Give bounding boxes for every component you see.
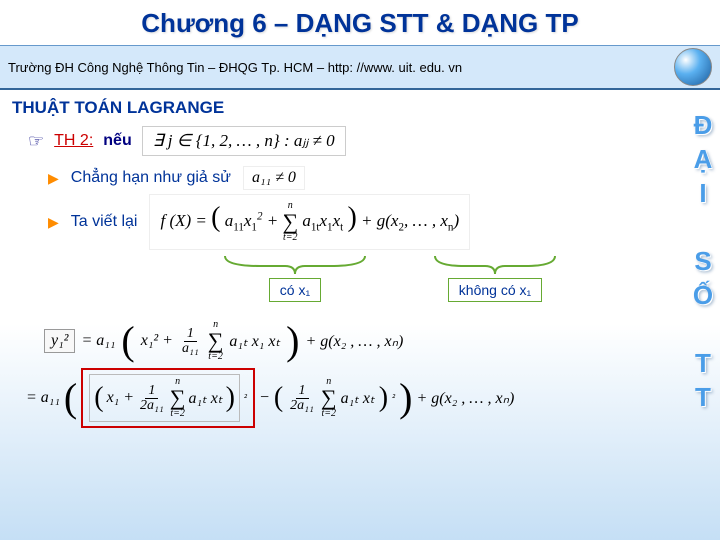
bullet-1: ▶ Chẳng hạn như giả sử a₁₁ ≠ 0 [48, 166, 700, 190]
triangle-icon: ▶ [48, 214, 59, 231]
bullet-1-text: Chẳng hạn như giả sử [71, 169, 231, 187]
brace-left-svg [220, 254, 370, 276]
paren-open: ( [211, 202, 220, 233]
eq3-tail: + g(x₂ , … , xₙ) [416, 388, 514, 408]
eq2-inner2: a₁ₜ x₁ xₜ [229, 331, 280, 351]
side-vertical-text: ĐẠI SỐ TT [687, 110, 718, 416]
case-word: nếu [103, 132, 131, 150]
bullet-2-text: Ta viết lại [71, 213, 138, 231]
bullet-list: ▶ Chẳng hạn như giả sử a₁₁ ≠ 0 ▶ Ta viết… [48, 166, 700, 250]
content-area: ☞ TH 2: nếu ∃ j ∈ {1, 2, … , n} : aⱼⱼ ≠ … [0, 126, 720, 428]
paren-close: ) [347, 202, 356, 233]
t1: x₁ + [107, 389, 134, 407]
pointer-icon: ☞ [28, 131, 44, 152]
frac-a: 12a₁₁ [137, 384, 167, 413]
lparen: ( [121, 329, 134, 353]
equation-2: y₁² = a₁₁ ( x₁² + 1a₁₁ n∑t=2 a₁ₜ x₁ xₜ )… [44, 320, 700, 362]
frac-b: 12a₁₁ [287, 384, 317, 413]
g-term: + g(x2, … , xn) [361, 211, 459, 230]
case-condition: ∃ j ∈ {1, 2, … , n} : aⱼⱼ ≠ 0 [142, 126, 346, 156]
brace-right: không có x₁ [430, 254, 560, 302]
sum-b: n∑t=2 [321, 377, 337, 419]
equation-main: f (X) = ( a11x12 + n∑t=2 a1tx1xt ) + g(x… [149, 194, 470, 250]
red-box: ( x₁ + 12a₁₁ n∑t=2 a₁ₜ xₜ ) ² [81, 368, 255, 428]
t3: a₁ₜ xₜ [341, 388, 375, 408]
eq-lhs: f (X) = [160, 211, 211, 230]
bullet-2: ▶ Ta viết lại f (X) = ( a11x12 + n∑t=2 a… [48, 194, 700, 250]
frac1: 1a₁₁ [179, 327, 202, 356]
university-text: Trường ĐH Công Nghệ Thông Tin – ĐHQG Tp.… [8, 60, 462, 75]
plus1: + [267, 211, 283, 230]
case-row: ☞ TH 2: nếu ∃ j ∈ {1, 2, … , n} : aⱼⱼ ≠ … [28, 126, 700, 156]
brace-left-label: có x₁ [269, 278, 321, 302]
section-heading: THUẬT TOÁN LAGRANGE [12, 98, 708, 118]
eq3-pre: = a₁₁ [26, 389, 60, 407]
sum-a: n∑t=2 [170, 377, 186, 419]
brace-row: có x₁ không có x₁ [220, 254, 700, 302]
minus: − [259, 389, 270, 407]
subtitle-bar: Trường ĐH Công Nghệ Thông Tin – ĐHQG Tp.… [0, 45, 720, 90]
triangle-icon: ▶ [48, 170, 59, 187]
outer-rparen: ) [399, 386, 412, 410]
sum2: n∑t=2 [208, 320, 224, 362]
y-box: y₁² [44, 329, 75, 353]
globe-icon [674, 48, 712, 86]
grey-box: ( x₁ + 12a₁₁ n∑t=2 a₁ₜ xₜ ) [89, 374, 240, 422]
sq2: ² [392, 393, 395, 404]
eq2-eq: = a₁₁ [81, 332, 115, 350]
term2: a1tx1xt [302, 211, 343, 230]
in-lparen: ( [94, 388, 103, 408]
t2: a₁ₜ xₜ [188, 388, 222, 408]
sum-symbol: n∑t=2 [282, 201, 298, 243]
brace-right-label: không có x₁ [448, 278, 542, 302]
outer-lparen: ( [64, 386, 77, 410]
chapter-title: Chương 6 – DẠNG STT & DẠNG TP [0, 0, 720, 39]
rparen: ) [286, 329, 299, 353]
in-rparen: ) [226, 388, 235, 408]
eq2-inner1: x₁² + [141, 332, 173, 350]
equation-3: = a₁₁ ( ( x₁ + 12a₁₁ n∑t=2 a₁ₜ xₜ ) ² − … [26, 368, 700, 428]
case-label: TH 2: [54, 132, 93, 150]
eq2-tail: + g(x₂ , … , xₙ) [306, 331, 404, 351]
brace-right-svg [430, 254, 560, 276]
g2-rparen: ) [379, 388, 388, 408]
term1: a11x12 [225, 211, 263, 230]
brace-left: có x₁ [220, 254, 370, 302]
bullet-1-math: a₁₁ ≠ 0 [243, 166, 305, 190]
sq: ² [244, 393, 247, 404]
g2-lparen: ( [274, 388, 283, 408]
